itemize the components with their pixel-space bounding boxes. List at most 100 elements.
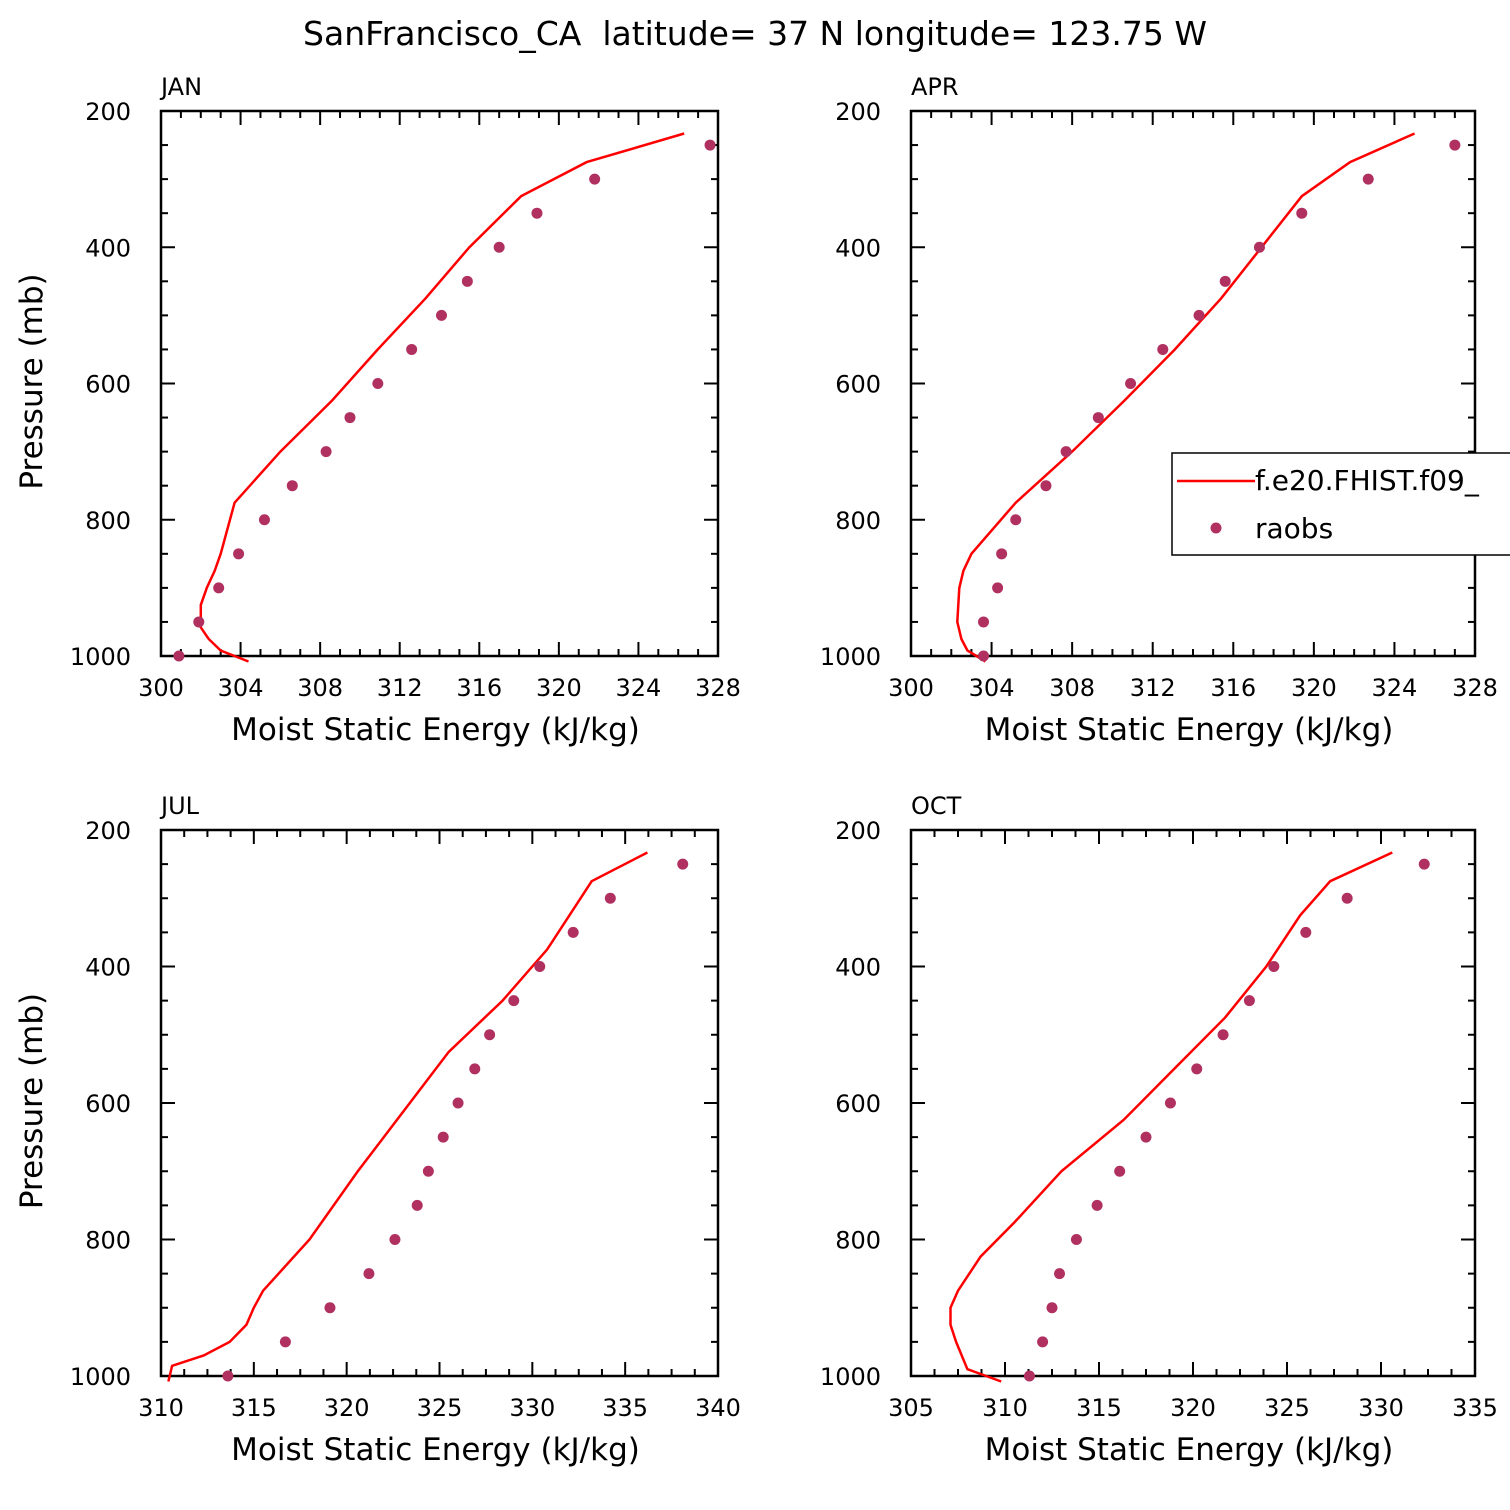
plot-frame (159, 828, 720, 1378)
x-axis-title: Moist Static Energy (kJ/kg) (231, 1432, 640, 1468)
obs-point (320, 446, 332, 458)
plot-frame (159, 109, 720, 658)
obs-point (996, 548, 1008, 560)
obs-point (992, 582, 1004, 594)
obs-point (258, 514, 270, 526)
x-tick-label: 305 (888, 1394, 934, 1422)
obs-point (435, 309, 447, 321)
y-tick-label: 200 (835, 817, 881, 845)
y-tick-label: 600 (85, 1090, 131, 1118)
obs-point (1037, 1336, 1049, 1348)
x-tick-label: 315 (1076, 1394, 1122, 1422)
obs-point (193, 616, 205, 628)
obs-point (978, 616, 990, 628)
y-tick-label: 400 (85, 954, 131, 982)
x-axis-title: Moist Static Energy (kJ/kg) (985, 1432, 1394, 1468)
panel-apr: 300 304 308 312 316 320 324 328 200 400 600 800 1000… (820, 73, 1510, 748)
obs-point (1300, 926, 1312, 938)
obs-point (704, 139, 716, 151)
y-tick-label: 400 (835, 954, 881, 982)
obs-point (1046, 1302, 1058, 1314)
y-tick-label: 1000 (820, 643, 881, 671)
obs-point (1140, 1131, 1152, 1143)
panels: 300 304 308 312 316 320 324 328 200 400 600 800 1000… (14, 73, 1510, 1468)
obs-point (469, 1063, 481, 1075)
obs-point (484, 1029, 496, 1041)
obs-point (1054, 1268, 1066, 1280)
y-tick-label: 400 (835, 234, 881, 262)
obs-point (1125, 378, 1137, 389)
y-tick-label: 200 (85, 817, 131, 845)
x-tick-label: 304 (218, 674, 264, 702)
obs-point (1164, 1097, 1176, 1109)
obs-point (604, 892, 616, 904)
x-tick-label: 328 (695, 674, 741, 702)
x-tick-label: 310 (138, 1394, 184, 1422)
y-tick-label: 800 (835, 1227, 881, 1255)
x-tick-label: 308 (1049, 674, 1095, 702)
panel-oct: 305 310 315 320 325 330 335 200 400 600 800 1000 OCT… (820, 792, 1498, 1468)
plot-frame (909, 828, 1477, 1378)
obs-point (567, 926, 579, 938)
x-tick-label: 315 (231, 1394, 277, 1422)
obs-point (1219, 275, 1231, 287)
obs-point (531, 207, 543, 219)
model-series-line (199, 132, 685, 663)
obs-point (1040, 480, 1052, 492)
y-tick-label: 800 (85, 1227, 131, 1255)
model-series-line (949, 851, 1393, 1383)
x-tick-label: 316 (456, 674, 502, 702)
legend-obs-swatch (1210, 522, 1222, 534)
obs-point (1268, 961, 1280, 972)
obs-point (406, 343, 418, 355)
x-tick-label: 330 (1358, 1394, 1404, 1422)
panel-jan: 300 304 308 312 316 320 324 328 200 400 600 800 1000… (14, 73, 741, 748)
x-tick-label: 304 (969, 674, 1015, 702)
y-tick-label: 1000 (820, 1363, 881, 1391)
y-tick-label: 400 (85, 234, 131, 262)
x-tick-label: 312 (1130, 674, 1176, 702)
panel-label: JAN (159, 73, 202, 101)
x-axis-title: Moist Static Energy (kJ/kg) (985, 712, 1394, 748)
x-tick-label: 316 (1210, 674, 1256, 702)
obs-point (1418, 858, 1430, 870)
obs-point (437, 1131, 449, 1143)
panel-label: JUL (159, 792, 200, 820)
y-tick-label: 200 (85, 98, 131, 126)
obs-point (1157, 343, 1169, 355)
y-tick-label: 800 (85, 507, 131, 535)
x-tick-label: 325 (1264, 1394, 1310, 1422)
plot-frame (909, 109, 1477, 658)
obs-point (363, 1268, 375, 1280)
obs-point (1296, 207, 1308, 219)
y-tick-label: 200 (835, 98, 881, 126)
obs-point (411, 1199, 423, 1211)
x-tick-label: 335 (602, 1394, 648, 1422)
obs-point (1243, 995, 1255, 1007)
x-tick-label: 308 (297, 674, 343, 702)
panel-label: APR (911, 73, 959, 101)
obs-point (173, 650, 185, 662)
obs-point (534, 961, 546, 972)
obs-point (677, 858, 689, 870)
obs-point (1023, 1370, 1035, 1382)
legend-obs-label: raobs (1255, 512, 1333, 545)
obs-point (1092, 412, 1104, 424)
obs-point (1253, 241, 1265, 253)
x-tick-label: 328 (1452, 674, 1498, 702)
obs-point (461, 275, 473, 287)
x-tick-label: 324 (1372, 674, 1418, 702)
obs-point (508, 995, 520, 1007)
obs-point (213, 582, 225, 594)
x-tick-label: 300 (138, 674, 184, 702)
obs-point (1191, 1063, 1203, 1075)
obs-point (1362, 173, 1374, 185)
x-tick-label: 325 (417, 1394, 463, 1422)
obs-point (978, 650, 990, 662)
obs-point (1341, 892, 1353, 904)
y-tick-label: 1000 (70, 643, 131, 671)
obs-point (1114, 1165, 1126, 1177)
x-tick-label: 310 (982, 1394, 1028, 1422)
y-axis-title: Pressure (mb) (14, 993, 50, 1209)
obs-point (422, 1165, 434, 1177)
